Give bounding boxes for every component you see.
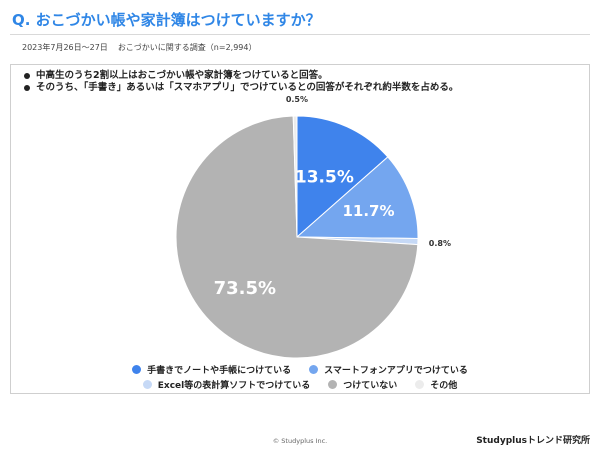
pie-slice-none (175, 115, 419, 359)
slice-label-none: 73.5% (214, 278, 276, 299)
legend-swatch-spreadsheet (142, 380, 152, 389)
survey-info: 2023年7月26日〜27日 おこづかいに関する調査（n=2,994） (22, 42, 257, 53)
legend-item: 手書きでノートや手帳につけている (132, 363, 291, 376)
legend-label: 手書きでノートや手帳につけている (147, 366, 292, 376)
legend-label: Excel等の表計算ソフトでつけている (157, 381, 311, 391)
legend-label: スマートフォンアプリでつけている (324, 366, 468, 376)
page-title: Q. おこづかい帳や家計簿はつけていますか？ (12, 11, 321, 29)
summary-bullet: そのうち、「手書き」あるいは「スマホアプリ」でつけているとの回答がそれぞれ約半数… (22, 82, 458, 94)
legend-item: スマートフォンアプリでつけている (309, 363, 468, 376)
legend-swatch-none (328, 380, 338, 389)
summary-bullet: 中高生のうち2割以上はおこづかい帳や家計簿をつけていると回答。 (22, 70, 458, 82)
pie-slice-handwritten (296, 115, 389, 239)
legend-item: その他 (415, 378, 457, 391)
summary-panel (10, 64, 590, 394)
slice-label-handwritten: 13.5% (295, 167, 354, 187)
slice-label-smartphone: 11.7% (342, 202, 394, 220)
legend-item: Excel等の表計算ソフトでつけている (142, 378, 311, 391)
pie-slice-smartphone (295, 156, 419, 240)
chart-legend: 手書きでノートや手帳につけている スマートフォンアプリでつけている Excel等… (0, 362, 600, 392)
legend-row: Excel等の表計算ソフトでつけている つけていない その他 (0, 377, 600, 392)
legend-row: 手書きでノートや手帳につけている スマートフォンアプリでつけている (0, 362, 600, 377)
survey-date: 2023年7月26日〜27日 (22, 43, 108, 52)
slice-label-spreadsheet: 0.8% (429, 239, 451, 248)
legend-label: その他 (430, 381, 458, 391)
legend-swatch-handwritten (132, 365, 142, 374)
copyright: © Studyplus Inc. (272, 437, 328, 445)
pie-slice-other (292, 115, 298, 238)
legend-item: つけていない (328, 378, 397, 391)
legend-swatch-other (415, 380, 425, 389)
summary-bullets: 中高生のうち2割以上はおこづかい帳や家計簿をつけていると回答。 そのうち、「手書… (22, 70, 458, 94)
brand-name: Studyplusトレンド研究所 (476, 436, 590, 446)
survey-name: おこづかいに関する調査（n=2,994） (117, 43, 257, 52)
legend-label: つけていない (343, 381, 398, 391)
slice-label-other: 0.5% (286, 95, 308, 104)
legend-swatch-smartphone (309, 365, 319, 374)
title-divider (10, 34, 590, 35)
